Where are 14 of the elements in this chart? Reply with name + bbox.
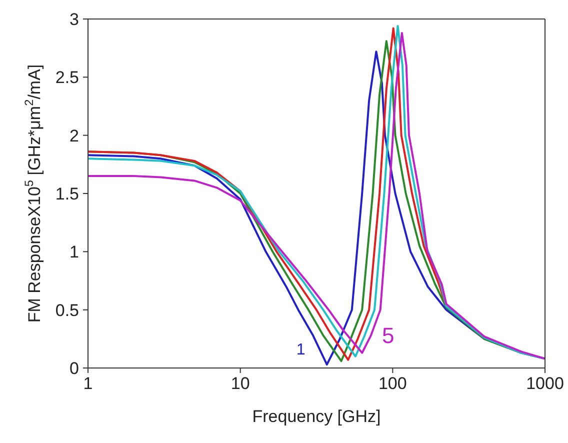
x-tick-label: 1000	[526, 374, 564, 394]
y-tick-label: 1	[70, 242, 79, 262]
y-tick-label: 1.5	[55, 184, 79, 204]
y-tick-label: 3	[70, 10, 79, 30]
series-label: 1	[296, 342, 306, 359]
y-tick-label: 0	[70, 359, 79, 378]
series-label: 5	[382, 322, 394, 348]
x-axis-title: Frequency [GHz]	[252, 407, 381, 426]
y-tick-label: 2	[70, 126, 79, 146]
y-tick-label: 2.5	[55, 68, 79, 88]
y-tick-label: 0.5	[55, 300, 79, 320]
x-tick-label: 10	[230, 374, 250, 394]
x-tick-label: 100	[378, 374, 407, 394]
x-tick-label: 1	[83, 374, 93, 394]
